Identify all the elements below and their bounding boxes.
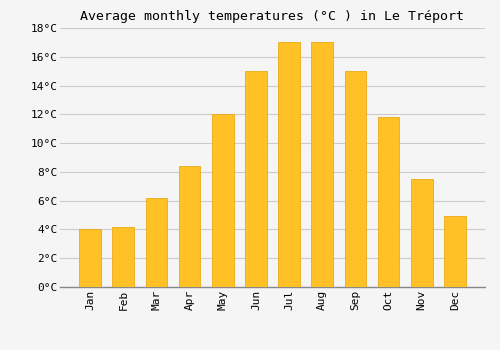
Bar xyxy=(411,179,432,287)
Bar xyxy=(344,71,366,287)
Title: Average monthly temperatures (°C ) in Le Tréport: Average monthly temperatures (°C ) in Le… xyxy=(80,10,464,23)
Bar xyxy=(378,117,400,287)
Bar xyxy=(212,114,234,287)
Bar xyxy=(80,230,101,287)
Bar xyxy=(245,71,266,287)
Bar xyxy=(179,166,201,287)
Bar xyxy=(444,217,466,287)
Bar xyxy=(278,42,300,287)
Bar xyxy=(146,198,167,287)
Bar xyxy=(312,42,333,287)
Bar xyxy=(112,226,134,287)
